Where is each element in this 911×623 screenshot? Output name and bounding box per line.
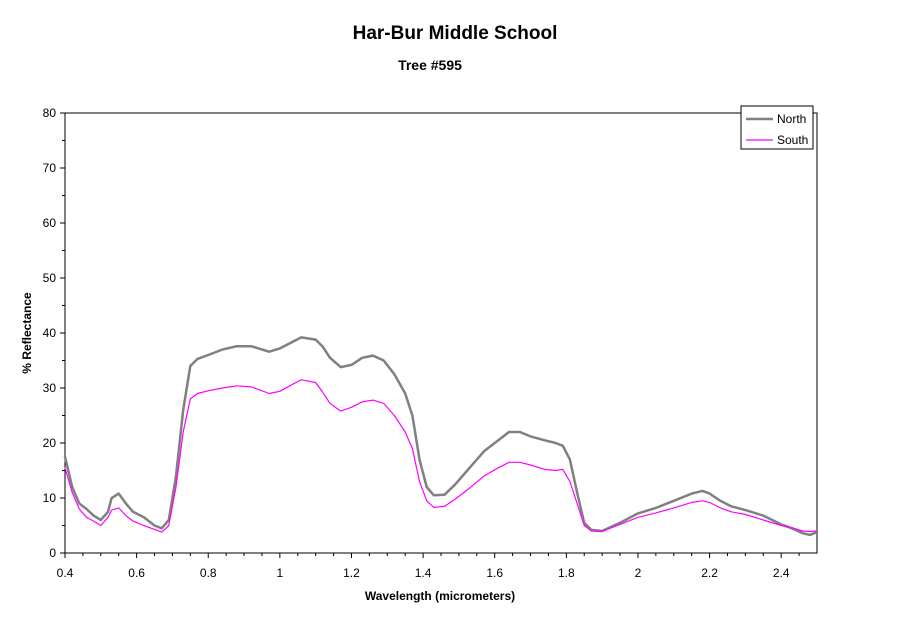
legend-label-south: South bbox=[777, 133, 808, 147]
y-tick-label: 50 bbox=[43, 271, 57, 285]
series-line-north bbox=[63, 336, 819, 537]
x-tick-label: 0.4 bbox=[57, 566, 74, 580]
x-tick-label: 2 bbox=[635, 566, 642, 580]
chart-subtitle: Tree #595 bbox=[398, 57, 462, 73]
y-tick-label: 20 bbox=[43, 436, 57, 450]
series-line-south bbox=[64, 379, 818, 533]
x-tick-label: 1 bbox=[277, 566, 284, 580]
x-tick-label: 1.2 bbox=[343, 566, 360, 580]
y-tick-label: 40 bbox=[43, 326, 57, 340]
y-tick-label: 30 bbox=[43, 381, 57, 395]
y-tick-label: 10 bbox=[43, 491, 57, 505]
y-tick-label: 80 bbox=[43, 106, 57, 120]
x-tick-label: 2.2 bbox=[701, 566, 718, 580]
legend: North South bbox=[740, 105, 814, 150]
y-tick-label: 60 bbox=[43, 216, 57, 230]
x-tick-label: 1.4 bbox=[415, 566, 432, 580]
x-axis: 0.4 0.6 0.8 1 1.2 1.4 1.6 1.8 2 2.2 2.4 bbox=[57, 553, 800, 580]
x-tick-label: 2.4 bbox=[773, 566, 790, 580]
chart-title: Har-Bur Middle School bbox=[353, 23, 558, 44]
y-axis-title: % Reflectance bbox=[20, 292, 34, 374]
x-tick-label: 0.6 bbox=[128, 566, 145, 580]
x-tick-label: 1.6 bbox=[486, 566, 503, 580]
legend-box bbox=[740, 105, 814, 150]
y-tick-label: 0 bbox=[49, 546, 56, 560]
x-tick-label: 0.8 bbox=[200, 566, 217, 580]
x-tick-label: 1.8 bbox=[558, 566, 575, 580]
x-axis-title: Wavelength (micrometers) bbox=[365, 589, 515, 603]
y-tick-label: 70 bbox=[43, 161, 57, 175]
y-axis: 0 10 20 30 40 50 60 70 80 bbox=[43, 106, 65, 560]
series-layer bbox=[63, 336, 819, 537]
legend-label-north: North bbox=[777, 112, 806, 126]
plot-area bbox=[64, 112, 818, 554]
